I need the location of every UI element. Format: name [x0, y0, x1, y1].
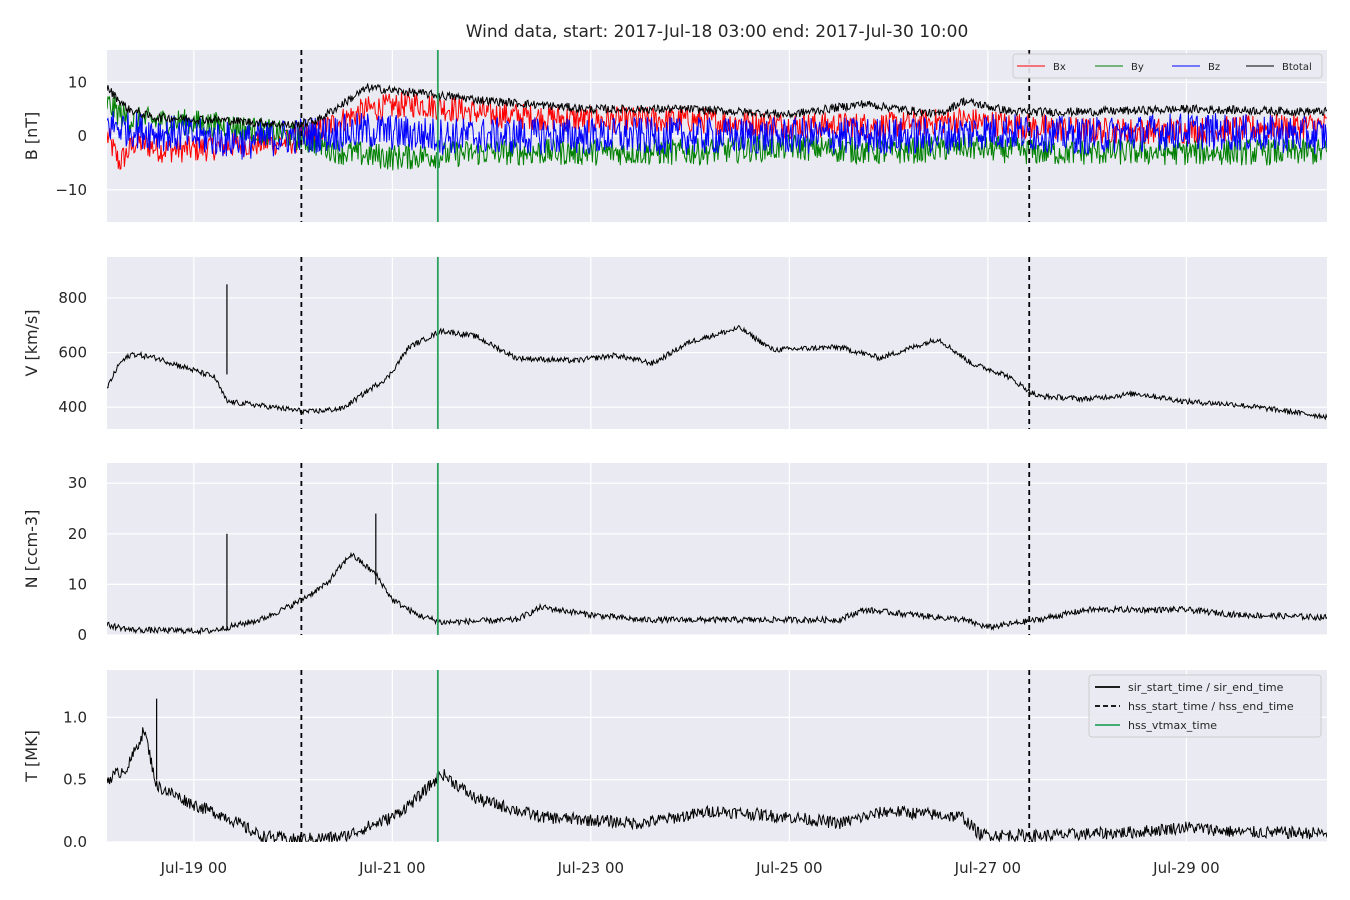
y-tick-label: 20 [68, 525, 87, 543]
series-group [107, 284, 1327, 421]
y-tick-label: 600 [58, 344, 87, 362]
series-group [107, 83, 1327, 171]
legend-label: sir_start_time / sir_end_time [1128, 681, 1284, 694]
series-line-btotal [107, 83, 1327, 130]
series-line-n [107, 551, 1327, 635]
legend-events: sir_start_time / sir_end_time hss_start_t… [1088, 674, 1322, 738]
series-line-v [107, 324, 1327, 421]
x-tick-label: Jul-29 00 [1152, 859, 1219, 877]
legend-frame [1088, 674, 1322, 738]
legend-label: Bz [1208, 62, 1220, 73]
x-tick-labels: Jul-19 00 Jul-21 00 Jul-23 00 Jul-25 00 Jul-… [160, 859, 1220, 877]
y-tick-label: 0 [77, 127, 87, 145]
chart-title: Wind data, start: 2017-Jul-18 03:00 end:… [466, 22, 969, 42]
y-axis-label: N [ccm-3] [22, 510, 41, 589]
y-tick-label: 0.0 [63, 833, 87, 851]
series-group [107, 698, 1327, 842]
panel-1: 10 0 −10 B [nT] Bx By Bz Btotal [22, 50, 1327, 222]
series-line-bz [107, 110, 1327, 160]
y-tick-label: 800 [58, 289, 87, 307]
y-tick-label: 10 [68, 575, 87, 593]
x-tick-label: Jul-19 00 [160, 859, 227, 877]
legend-label: Btotal [1282, 62, 1312, 73]
y-axis-label: B [nT] [22, 112, 41, 160]
axes-background [107, 257, 1327, 429]
legend-frame [1012, 53, 1323, 79]
legend-label: hss_start_time / hss_end_time [1128, 700, 1294, 713]
panel-3: 30 20 10 0 N [ccm-3] [22, 463, 1327, 644]
series-group [107, 513, 1327, 635]
y-tick-label: 0.5 [63, 771, 87, 789]
x-tick-label: Jul-23 00 [557, 859, 624, 877]
legend-b: Bx By Bz Btotal [1012, 53, 1323, 79]
y-tick-label: 30 [68, 474, 87, 492]
y-axis-label: T [MK] [22, 730, 41, 783]
panel-4: 1.0 0.5 0.0 T [MK] sir_start_time / sir_end_… [22, 670, 1327, 851]
panels-group: 10 0 −10 B [nT] Bx By Bz Btotal 800 600 400 V [km/s… [22, 50, 1327, 851]
panel-2: 800 600 400 V [km/s] [22, 257, 1327, 429]
x-tick-label: Jul-25 00 [755, 859, 822, 877]
y-axis-label: V [km/s] [22, 309, 41, 376]
legend-label: Bx [1053, 62, 1066, 73]
y-tick-label: 1.0 [63, 708, 87, 726]
y-tick-label: 10 [68, 73, 87, 91]
x-tick-label: Jul-21 00 [358, 859, 425, 877]
legend-label: By [1131, 62, 1144, 73]
y-tick-label: −10 [55, 181, 87, 199]
y-tick-label: 0 [77, 626, 87, 644]
x-tick-label: Jul-27 00 [954, 859, 1021, 877]
axes-background [107, 463, 1327, 635]
legend-label: hss_vtmax_time [1128, 719, 1217, 732]
y-tick-label: 400 [58, 398, 87, 416]
series-line-t [107, 727, 1327, 842]
